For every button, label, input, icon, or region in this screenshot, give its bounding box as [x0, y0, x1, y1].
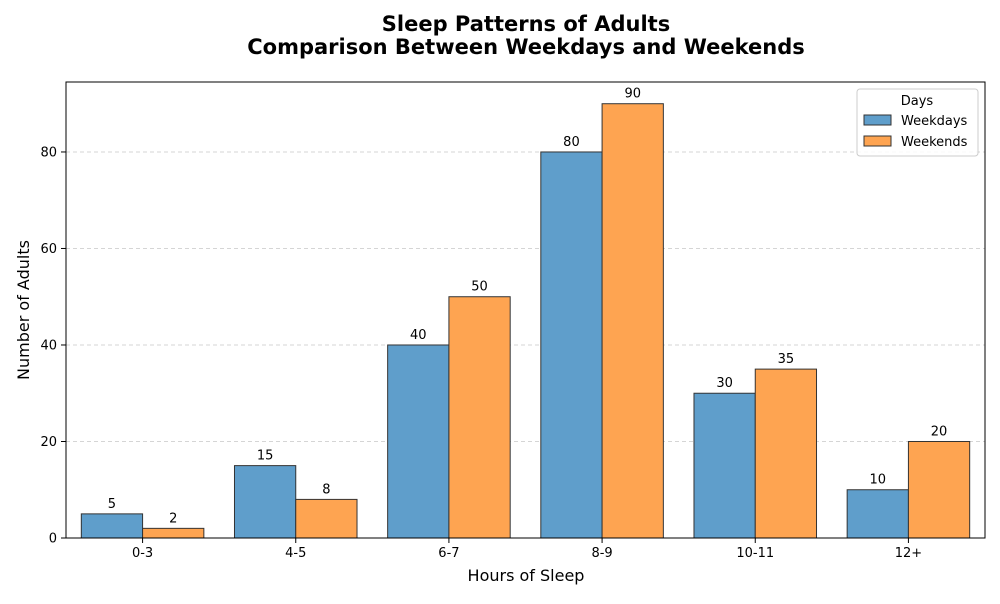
plot-frame	[65, 81, 986, 539]
bar-weekends-12+	[907, 440, 971, 539]
data-label: 5	[108, 497, 116, 512]
bar-weekdays-0-3	[80, 513, 144, 539]
data-label: 2	[169, 511, 177, 526]
data-label: 8	[322, 482, 330, 497]
bar-weekends-6-7	[448, 296, 511, 539]
chart-subtitle: Comparison Between Weekdays and Weekends	[247, 35, 805, 59]
legend-swatch	[863, 135, 892, 147]
chart-title: Sleep Patterns of Adults	[382, 12, 670, 36]
data-label: 50	[471, 280, 488, 295]
x-tick-label: 10-11	[736, 546, 774, 561]
legend: Days Weekdays Weekends	[856, 88, 979, 157]
data-labels: 5 15 40 80 30 10 2 8 50 90 35 20	[108, 87, 948, 527]
y-tick-label: 20	[40, 435, 57, 450]
data-label: 15	[257, 449, 274, 464]
bars	[80, 103, 971, 539]
legend-swatch	[863, 114, 892, 126]
y-tick-label: 60	[40, 242, 57, 257]
y-tick-label: 0	[49, 532, 57, 547]
data-label: 80	[563, 135, 580, 150]
bar-weekends-4-5	[295, 498, 358, 539]
data-label: 30	[716, 376, 733, 391]
y-tick-label: 80	[40, 145, 57, 160]
x-tick-label: 4-5	[285, 546, 306, 561]
x-axis-label: Hours of Sleep	[468, 566, 585, 585]
bar-weekdays-8-9	[540, 151, 603, 539]
x-tick-label: 6-7	[438, 546, 459, 561]
bar-weekends-10-11	[754, 368, 818, 539]
x-tick-label: 0-3	[132, 546, 153, 561]
bar-weekends-8-9	[601, 103, 664, 539]
data-label: 40	[410, 328, 427, 343]
data-label: 35	[778, 352, 795, 367]
x-tick-label: 8-9	[591, 546, 612, 561]
gridlines	[66, 151, 985, 442]
bar-weekdays-6-7	[387, 344, 450, 539]
y-axis: 0 20 40 60 80	[40, 145, 66, 547]
bar-weekends-0-3	[142, 527, 205, 539]
bar-weekdays-10-11	[693, 392, 756, 539]
legend-items: Weekdays Weekends	[863, 114, 968, 150]
data-label: 90	[624, 87, 641, 102]
data-label: 20	[931, 424, 948, 439]
legend-label: Weekdays	[901, 114, 968, 129]
legend-title: Days	[901, 94, 934, 109]
bar-weekdays-12+	[846, 489, 909, 539]
y-axis-label: Number of Adults	[14, 240, 33, 380]
x-tick-label: 12+	[895, 546, 922, 561]
legend-label: Weekends	[901, 135, 968, 150]
data-label: 10	[870, 473, 887, 488]
bar-weekdays-4-5	[233, 465, 297, 539]
y-tick-label: 40	[40, 338, 57, 353]
x-axis: 0-3 4-5 6-7 8-9 10-11 12+	[132, 538, 922, 561]
